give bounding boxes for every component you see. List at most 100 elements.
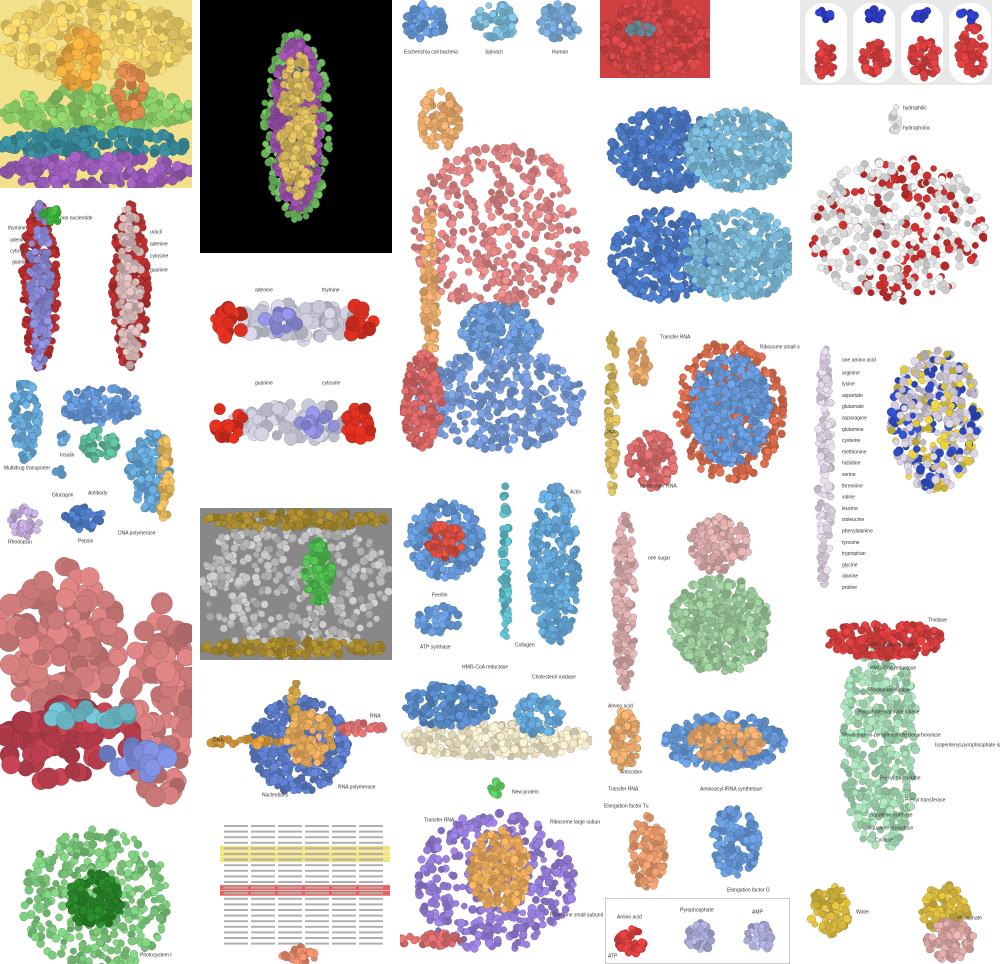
atom: [94, 848, 104, 857]
atom: [74, 16, 84, 26]
atom: [124, 9, 137, 22]
atom: [101, 901, 110, 910]
atom: [119, 2, 130, 12]
atom: [59, 835, 68, 844]
atom: [82, 28, 93, 39]
atom: [89, 147, 101, 160]
atom: [19, 296, 27, 304]
illustration-tile: [200, 508, 392, 660]
atom: [148, 102, 160, 114]
atom: [278, 555, 288, 564]
atom: [289, 131, 298, 140]
atom: [144, 112, 154, 122]
atom: [106, 0, 118, 8]
atom: [105, 447, 115, 457]
atom: [102, 151, 114, 163]
atom: [300, 171, 308, 179]
atom: [365, 610, 374, 618]
atom: [137, 301, 145, 309]
atom: [92, 927, 102, 937]
atom: [103, 435, 110, 442]
atom: [88, 161, 100, 173]
atom: [118, 298, 126, 305]
atom: [11, 711, 33, 733]
atom: [134, 620, 155, 642]
atom: [132, 394, 140, 402]
atom: [122, 676, 143, 697]
atom: [112, 939, 120, 946]
atom: [75, 932, 84, 941]
atom: [55, 65, 68, 78]
atom: [73, 180, 84, 188]
atom: [124, 868, 133, 878]
atom: [289, 110, 297, 118]
atom: [152, 431, 161, 440]
atom: [32, 141, 45, 154]
atom: [45, 920, 53, 927]
atom: [143, 284, 153, 294]
atom: [167, 175, 178, 186]
atom: [73, 93, 86, 106]
atom: [33, 915, 41, 923]
atom: [32, 18, 44, 29]
atom: [93, 388, 102, 397]
atom: [271, 566, 278, 573]
atom: [281, 151, 291, 160]
atom: [282, 171, 290, 179]
atom: [157, 485, 164, 493]
atom: [11, 417, 18, 424]
atom: [128, 897, 136, 904]
atom: [233, 323, 248, 337]
atom: [89, 35, 102, 48]
atom: [284, 124, 293, 134]
atom: [28, 42, 41, 55]
atom: [108, 891, 116, 899]
atom: [137, 920, 146, 929]
atom: [294, 29, 301, 36]
atom: [321, 158, 329, 167]
atom: [42, 908, 51, 918]
atom: [146, 495, 155, 504]
atom: [167, 28, 179, 40]
atom: [87, 869, 96, 878]
atom: [83, 407, 92, 417]
atom: [127, 225, 134, 232]
atom: [269, 321, 284, 335]
atom: [306, 83, 314, 91]
atom: [128, 924, 136, 932]
atom: [80, 438, 88, 446]
atom: [125, 860, 134, 868]
atom: [134, 459, 143, 469]
atom: [278, 186, 287, 195]
atom: [118, 878, 126, 886]
atom: [129, 950, 139, 959]
atom: [24, 885, 34, 895]
atom: [71, 843, 80, 851]
atom: [112, 394, 122, 404]
atom: [44, 730, 62, 748]
atom: [137, 475, 145, 484]
atom: [163, 908, 171, 916]
atom: [153, 865, 162, 874]
atom: [90, 180, 101, 188]
atom: [36, 176, 47, 188]
atom: [148, 485, 158, 495]
atom: [268, 174, 276, 182]
atom: [23, 164, 33, 174]
atom: [70, 947, 77, 955]
atom: [78, 941, 86, 949]
atom: [22, 131, 32, 141]
atom: [264, 158, 273, 167]
atom: [205, 612, 215, 621]
atom: [148, 440, 156, 448]
atom: [35, 354, 43, 362]
caption-label: cytosine: [10, 248, 29, 254]
atom: [25, 17, 34, 26]
atom: [119, 214, 128, 223]
atom: [18, 24, 29, 35]
atom: [213, 403, 226, 415]
atom: [53, 217, 62, 226]
atom: [154, 873, 162, 881]
atom: [31, 424, 38, 431]
atom: [47, 55, 58, 65]
